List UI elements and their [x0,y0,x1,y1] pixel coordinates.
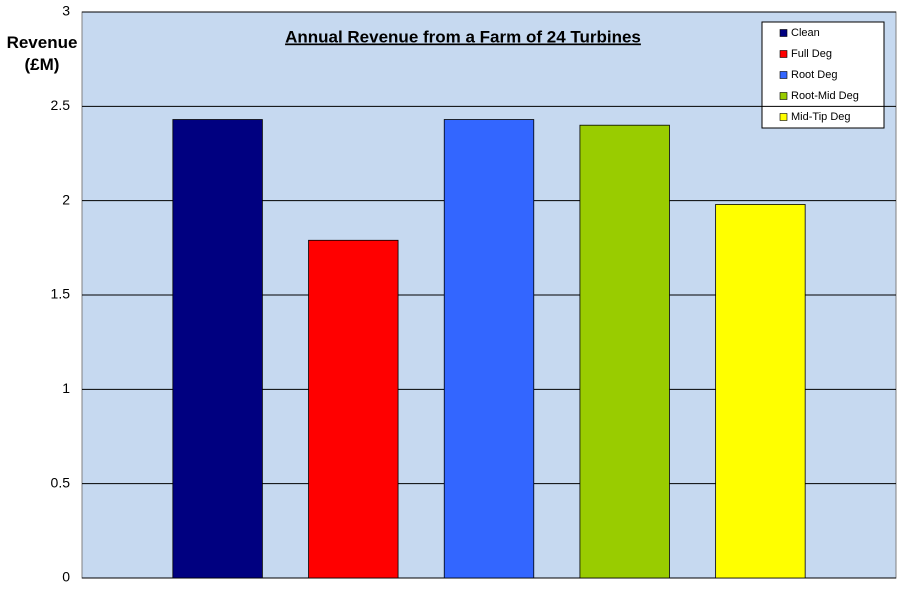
y-axis-label: Revenue (£M) [6,33,78,74]
legend-label: Root Deg [791,69,837,81]
legend-label: Root-Mid Deg [791,90,859,102]
y-tick-label: 0 [62,569,70,585]
legend-label: Mid-Tip Deg [791,111,851,123]
y-tick-label: 2 [62,191,70,207]
y-tick-label: 1.5 [51,286,71,302]
legend-swatch [779,113,788,121]
legend-swatch [779,92,788,100]
y-tick-label: 0.5 [51,474,71,490]
y-tick-label: 3 [62,3,70,19]
legend-swatch [779,29,788,37]
y-tick-label: 2.5 [51,97,71,113]
bar [443,119,535,579]
chart-title: Annual Revenue from a Farm of 24 Turbine… [285,27,641,46]
bar [172,119,263,579]
legend-label: Full Deg [791,48,832,60]
bar [308,239,399,579]
y-tick-label: 1 [62,380,70,396]
legend-swatch [779,71,788,79]
legend-label: Clean [791,27,820,39]
legend-swatch [779,50,788,58]
bar [579,124,670,579]
bar [715,204,806,579]
